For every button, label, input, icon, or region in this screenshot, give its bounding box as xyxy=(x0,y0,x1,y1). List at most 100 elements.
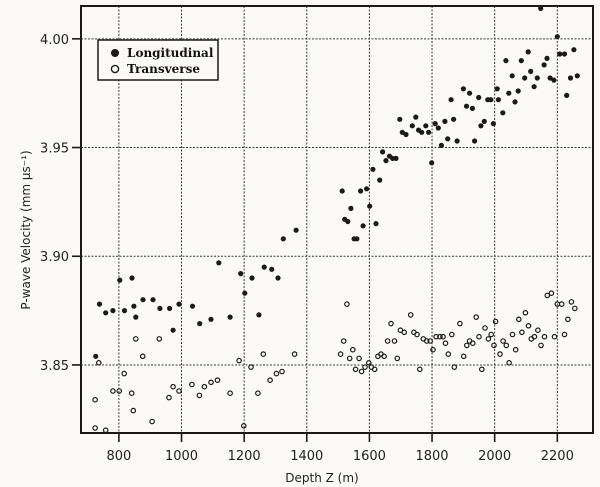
transverse-point xyxy=(102,427,109,434)
longitudinal-point xyxy=(238,271,244,277)
transverse-point xyxy=(394,355,401,362)
transverse-point xyxy=(384,338,391,344)
transverse-point xyxy=(500,338,506,344)
transverse-point xyxy=(260,351,267,357)
transverse-point xyxy=(541,333,548,340)
transverse-point xyxy=(525,322,532,329)
transverse-point xyxy=(457,320,463,327)
longitudinal-point xyxy=(564,92,570,98)
x-axis-ticks: 800 1000 1200 1400 1600 1800 2000 2200 xyxy=(106,433,574,464)
longitudinal-point xyxy=(525,49,531,55)
transverse-point xyxy=(344,301,350,307)
transverse-point xyxy=(535,327,541,334)
longitudinal-point xyxy=(377,177,383,183)
longitudinal-point xyxy=(467,90,473,96)
legend: Longitudinal Transverse xyxy=(97,39,219,81)
longitudinal-point xyxy=(435,125,441,131)
grid-lines xyxy=(81,6,593,433)
transverse-point xyxy=(248,364,254,370)
longitudinal-point xyxy=(538,5,544,11)
longitudinal-point xyxy=(354,236,360,242)
longitudinal-point xyxy=(358,188,364,194)
transverse-point xyxy=(515,316,522,323)
transverse-point xyxy=(176,388,182,394)
transverse-point xyxy=(414,331,420,338)
transverse-point xyxy=(482,325,488,331)
transverse-point xyxy=(512,346,519,353)
longitudinal-point xyxy=(339,188,345,194)
transverse-point xyxy=(538,342,544,349)
longitudinal-point xyxy=(506,90,512,96)
transverse-point xyxy=(416,366,423,373)
transverse-point xyxy=(362,364,368,370)
transverse-point xyxy=(358,368,365,375)
longitudinal-point xyxy=(503,58,509,64)
longitudinal-point xyxy=(131,303,137,309)
longitudinal-point xyxy=(293,227,299,233)
longitudinal-point xyxy=(367,203,373,209)
y-tick-label: 3.90 xyxy=(40,250,69,265)
transverse-point xyxy=(352,366,359,373)
longitudinal-point xyxy=(488,97,494,103)
longitudinal-point xyxy=(261,264,267,270)
legend-box xyxy=(97,39,219,81)
x-tick-label: 1200 xyxy=(228,449,261,464)
transverse-point xyxy=(365,359,372,366)
transverse-point xyxy=(92,425,98,431)
transverse-point xyxy=(548,290,555,297)
longitudinal-point xyxy=(528,68,534,74)
longitudinal-point xyxy=(256,312,262,318)
longitudinal-point xyxy=(448,97,454,103)
longitudinal-point xyxy=(197,321,203,327)
transverse-point xyxy=(401,329,408,336)
transverse-point xyxy=(166,394,172,401)
longitudinal-point xyxy=(554,34,560,40)
longitudinal-point xyxy=(512,99,518,105)
transverse-point xyxy=(448,331,455,338)
transverse-point xyxy=(522,309,529,316)
transverse-point xyxy=(273,370,280,377)
longitudinal-point xyxy=(242,290,248,296)
longitudinal-point xyxy=(478,123,484,129)
longitudinal-point xyxy=(117,277,123,283)
data-points xyxy=(92,5,580,434)
longitudinal-point xyxy=(571,47,577,53)
longitudinal-point xyxy=(409,123,415,129)
longitudinal-point xyxy=(103,310,109,316)
longitudinal-point xyxy=(393,155,399,161)
plot-frame xyxy=(80,5,594,434)
transverse-point xyxy=(170,383,176,390)
transverse-point xyxy=(469,340,476,347)
longitudinal-point xyxy=(445,136,451,142)
longitudinal-point xyxy=(557,51,563,57)
longitudinal-point xyxy=(574,73,580,79)
transverse-point xyxy=(227,390,233,397)
longitudinal-point xyxy=(481,118,487,124)
longitudinal-point xyxy=(423,123,429,129)
transverse-point xyxy=(96,359,102,366)
transverse-point xyxy=(255,390,261,397)
longitudinal-point xyxy=(345,218,351,225)
longitudinal-point xyxy=(129,275,135,281)
transverse-point xyxy=(196,392,203,399)
transverse-point xyxy=(531,333,538,340)
longitudinal-point xyxy=(364,186,370,192)
open-circle-icon xyxy=(110,64,120,74)
transverse-point xyxy=(116,388,123,394)
transverse-point xyxy=(460,353,467,360)
transverse-point xyxy=(492,318,499,325)
longitudinal-point xyxy=(373,221,379,227)
transverse-point xyxy=(407,312,414,318)
longitudinal-point xyxy=(167,305,173,311)
transverse-point xyxy=(568,299,575,305)
transverse-point xyxy=(451,364,458,370)
longitudinal-point xyxy=(534,75,540,81)
x-axis-title: Depth Z (m) xyxy=(285,471,358,485)
longitudinal-point xyxy=(380,149,386,155)
longitudinal-point xyxy=(551,77,557,83)
transverse-point xyxy=(445,351,452,357)
transverse-point xyxy=(571,305,578,312)
transverse-point xyxy=(478,366,485,373)
longitudinal-point xyxy=(140,297,146,303)
x-tick-label: 1800 xyxy=(415,449,448,464)
